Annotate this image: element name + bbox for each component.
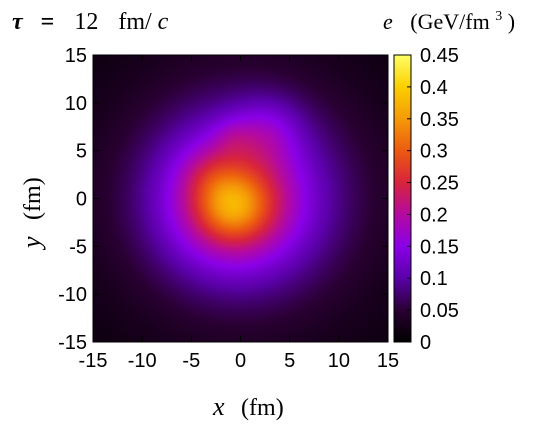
colorbar-label: e (GeV/fm 3 ): [383, 0, 515, 34]
x-tick-label: -10: [128, 350, 157, 372]
title-tau-symbol: τ: [12, 9, 24, 35]
x-tick-label: 0: [235, 350, 246, 372]
x-tick-label: -15: [79, 350, 108, 372]
x-tick-label: 5: [284, 350, 295, 372]
title-equals: =: [41, 9, 55, 35]
title-value: 12: [74, 9, 98, 35]
y-tick-label: 0: [76, 189, 87, 211]
colorbar-tick-label: 0.15: [420, 236, 459, 258]
colorbar-tick-label: 0.35: [420, 109, 459, 131]
heatmap-canvas: [93, 55, 388, 342]
title-unit: fm/: [118, 9, 152, 35]
x-axis: -15 -10 -5 0 5 10 15: [79, 55, 399, 372]
colorbar-axis: 0 0.05 0.1 0.15 0.2 0.25 0.3 0.35 0.4 0.45: [407, 45, 459, 354]
y-tick-label: -5: [69, 236, 87, 258]
x-axis-title: x (fm): [212, 392, 284, 421]
colorbar-label-exp: 3: [495, 9, 502, 24]
chart-title: τ = 12 fm/ c: [12, 9, 169, 35]
x-tick-label: 15: [377, 350, 399, 372]
y-tick-label: 5: [76, 141, 87, 163]
colorbar-tick-label: 0: [420, 332, 431, 354]
colorbar-tick-label: 0.45: [420, 45, 459, 67]
y-axis-var: y: [17, 236, 46, 251]
y-tick-label: 15: [65, 45, 87, 67]
y-tick-label: -10: [58, 284, 87, 306]
colorbar-label-var: e: [383, 9, 393, 34]
colorbar-tick-label: 0.05: [420, 300, 459, 322]
colorbar-label-close: ): [508, 9, 515, 34]
title-unit-c: c: [158, 9, 169, 35]
colorbar-label-unit: (GeV/fm: [410, 9, 489, 34]
x-axis-var: x: [212, 392, 225, 421]
colorbar-gradient: [393, 54, 412, 343]
x-axis-unit: (fm): [241, 395, 284, 421]
x-tick-label: 10: [328, 350, 350, 372]
y-axis-title: y (fm): [17, 177, 46, 251]
colorbar-tick-label: 0.25: [420, 173, 459, 195]
colorbar: [393, 54, 412, 343]
colorbar-tick-label: 0.1: [420, 268, 448, 290]
colorbar-tick-label: 0.3: [420, 141, 448, 163]
plot-area: [92, 54, 389, 343]
y-tick-label: -15: [58, 332, 87, 354]
y-axis-unit: (fm): [20, 177, 46, 220]
y-axis: -15 -10 -5 0 5 10 15: [58, 45, 388, 354]
x-tick-label: -5: [182, 350, 200, 372]
colorbar-tick-label: 0.4: [420, 77, 448, 99]
y-tick-label: 10: [65, 93, 87, 115]
colorbar-tick-label: 0.2: [420, 204, 448, 226]
